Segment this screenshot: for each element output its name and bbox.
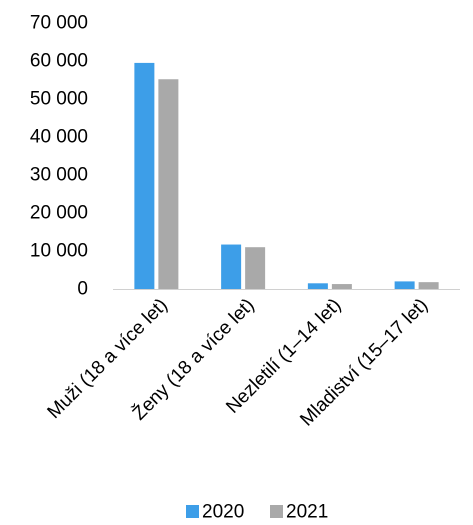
y-tick-label: 60 000: [30, 51, 88, 72]
bars: [134, 62, 439, 290]
y-tick-label: 40 000: [30, 127, 88, 148]
bar-2020-2: [307, 283, 328, 289]
y-tick-label: 20 000: [30, 203, 88, 224]
bar-2021-1: [245, 247, 266, 289]
bar-2021-0: [158, 79, 179, 290]
bar-2021-3: [418, 282, 439, 289]
y-tick-label: 10 000: [30, 241, 88, 262]
legend-swatch-2020: [186, 505, 199, 518]
y-tick-label: 0: [77, 279, 88, 300]
bar-2021-2: [331, 284, 352, 289]
legend-label-2021: 2021: [286, 502, 328, 523]
y-tick-label: 50 000: [30, 89, 88, 110]
category-labels: Muži (18 a více let)Ženy (18 a více let)…: [44, 294, 433, 431]
y-tick-label: 30 000: [30, 165, 88, 186]
bar-2020-0: [134, 62, 155, 290]
y-axis-ticks: 0 10 000 20 000 30 000 40 000 50 000 60 000 70 …: [30, 13, 88, 300]
legend-label-2020: 2020: [202, 502, 244, 523]
bar-2020-1: [221, 244, 242, 289]
bar-2020-3: [394, 281, 415, 289]
legend-swatch-2021: [270, 505, 283, 518]
legend: 2020 2021: [186, 502, 328, 523]
y-tick-label: 70 000: [30, 13, 88, 34]
